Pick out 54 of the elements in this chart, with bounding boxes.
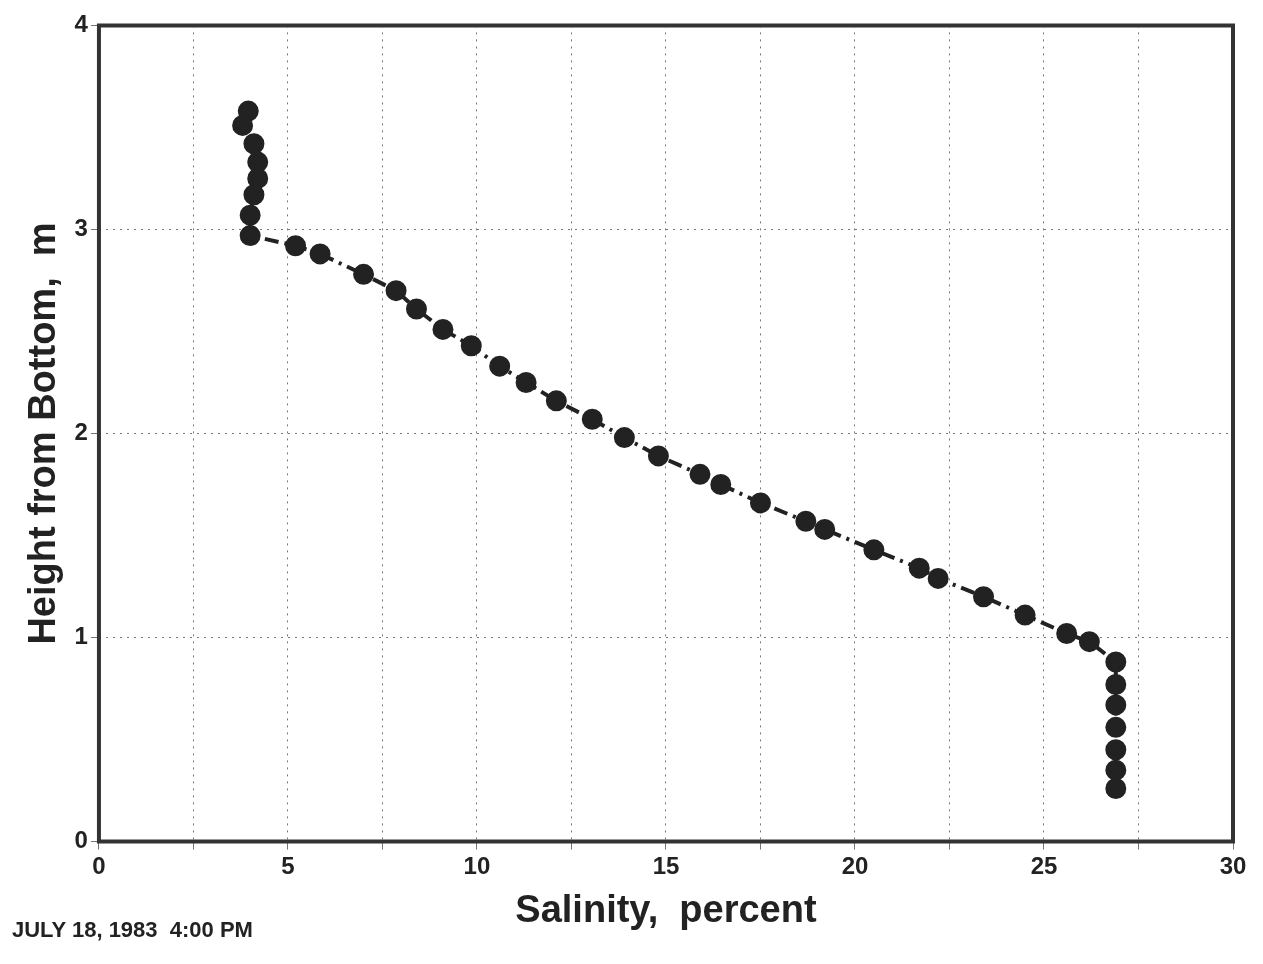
y-tick-label: 3 <box>74 214 88 242</box>
text: JULY 18, 1983 4:00 PM <box>12 917 253 943</box>
x-tick-label: 30 <box>1219 851 1247 879</box>
x-tick-label: 20 <box>841 851 869 879</box>
y-tick-label: 0 <box>74 826 88 854</box>
point <box>710 474 732 496</box>
point <box>927 567 949 589</box>
point <box>515 371 537 393</box>
point <box>581 408 603 430</box>
point <box>814 518 836 540</box>
x-tick-label: 5 <box>281 851 295 879</box>
point <box>863 539 885 561</box>
point <box>309 243 331 265</box>
point <box>1078 631 1100 653</box>
point <box>243 133 265 155</box>
point <box>239 204 261 226</box>
point <box>385 280 407 302</box>
point <box>489 355 511 377</box>
x-tick-label: 25 <box>1030 851 1058 879</box>
point <box>285 235 307 257</box>
point <box>908 557 930 579</box>
point <box>405 298 427 320</box>
point <box>613 427 635 449</box>
point <box>432 318 454 340</box>
x-tick-label: 10 <box>463 851 491 879</box>
point <box>1105 739 1127 761</box>
x-tick-label: 0 <box>92 851 106 879</box>
point <box>1105 673 1127 695</box>
point <box>545 390 567 412</box>
x-tick-label: 15 <box>652 851 680 879</box>
point <box>647 445 669 467</box>
point <box>795 510 817 532</box>
point <box>1105 716 1127 738</box>
point <box>689 463 711 485</box>
point <box>353 263 375 285</box>
x-axis-title: Salinity, percent <box>515 887 817 930</box>
point <box>1014 604 1036 626</box>
point <box>973 586 995 608</box>
point <box>247 167 269 189</box>
point <box>1105 694 1127 716</box>
point <box>232 114 254 136</box>
point <box>247 151 269 173</box>
point <box>1105 778 1127 800</box>
point <box>243 184 265 206</box>
y-tick-label: 4 <box>74 10 89 38</box>
y-tick-label: 1 <box>74 622 88 650</box>
point <box>1056 622 1078 644</box>
point <box>460 335 482 357</box>
y-tick-label: 2 <box>74 418 88 446</box>
point <box>1105 759 1127 781</box>
point <box>1105 651 1127 673</box>
y-axis-title: Height from Bottom, m <box>21 222 64 645</box>
point <box>749 492 771 514</box>
point <box>239 225 261 247</box>
